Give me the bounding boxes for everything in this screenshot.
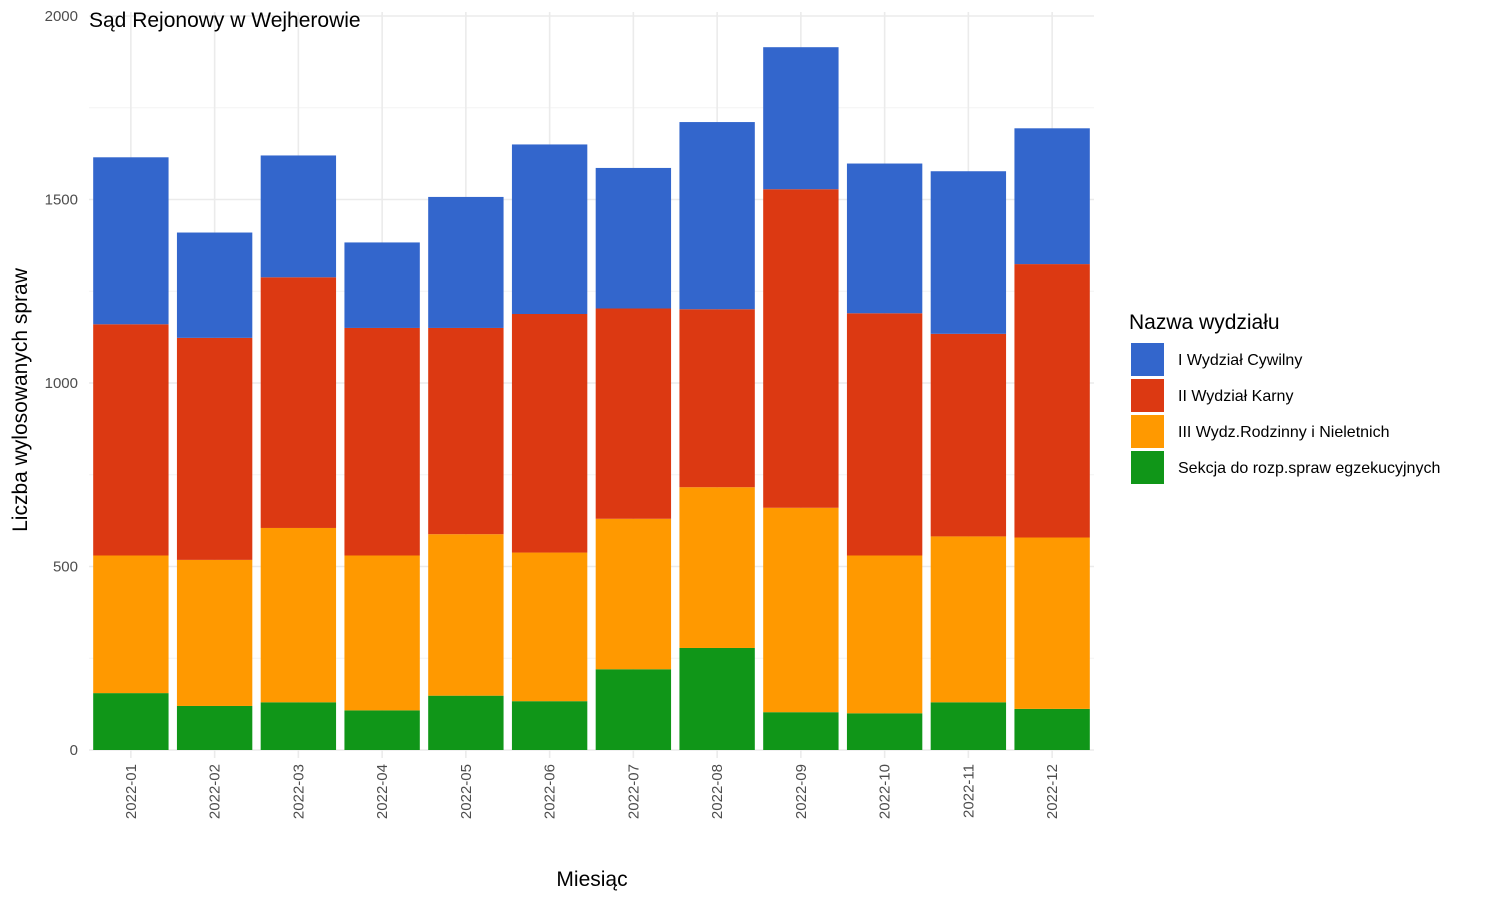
legend-swatch — [1131, 379, 1164, 412]
bar-segment-2022-07-s2 — [595, 308, 672, 519]
bar-segment-2022-03-s0 — [260, 702, 337, 750]
bar-segment-2022-08-s0 — [679, 647, 755, 750]
bar-segment-2022-11-s2 — [930, 333, 1007, 537]
bar-segment-2022-03-s2 — [260, 277, 337, 528]
bar-segment-2022-04-s0 — [344, 710, 420, 750]
bar-segment-2022-06-s1 — [511, 552, 588, 702]
y-tick-label: 1000 — [45, 375, 78, 392]
bar-segment-2022-05-s2 — [428, 327, 504, 535]
legend-label: Sekcja do rozp.spraw egzekucyjnych — [1178, 460, 1440, 477]
x-tick-label: 2022-07 — [625, 764, 642, 819]
x-tick-label: 2022-04 — [374, 764, 391, 819]
bar-segment-2022-01-s2 — [93, 324, 169, 556]
bar-segment-2022-08-s3 — [679, 122, 755, 310]
x-tick-label: 2022-12 — [1044, 764, 1061, 819]
y-tick-label: 1500 — [45, 192, 78, 209]
legend-label: II Wydział Karny — [1178, 388, 1293, 405]
bar-segment-2022-12-s0 — [1014, 708, 1090, 750]
bar-segment-2022-02-s2 — [176, 337, 253, 560]
legend-label: I Wydział Cywilny — [1178, 352, 1302, 369]
chart-title: Sąd Rejonowy w Wejherowie — [89, 9, 361, 32]
legend-swatch — [1131, 451, 1164, 484]
bar-segment-2022-04-s2 — [344, 327, 420, 556]
bar-segment-2022-12-s1 — [1014, 537, 1090, 709]
bar-segment-2022-06-s2 — [511, 314, 588, 553]
bar-segment-2022-10-s1 — [846, 555, 923, 714]
x-tick-label: 2022-06 — [542, 764, 559, 819]
x-tick-label: 2022-10 — [877, 764, 894, 819]
bar-segment-2022-05-s0 — [428, 695, 504, 750]
y-tick-label: 500 — [53, 559, 78, 576]
x-axis-ticks: 2022-01 2022-02 2022-03 2022-04 2022-05 2022-… — [123, 764, 1061, 819]
bar-segment-2022-10-s0 — [846, 713, 923, 750]
x-tick-label: 2022-08 — [709, 764, 726, 819]
legend-label: III Wydz.Rodzinny i Nieletnich — [1178, 424, 1390, 441]
bar-segment-2022-09-s2 — [763, 189, 839, 508]
legend-swatch — [1131, 343, 1164, 376]
bar-segment-2022-09-s3 — [763, 47, 839, 190]
x-tick-label: 2022-09 — [793, 764, 810, 819]
bar-segment-2022-07-s3 — [595, 167, 672, 309]
y-axis-ticks: 0 500 1000 1500 2000 — [45, 8, 78, 759]
bar-segment-2022-02-s3 — [176, 232, 253, 338]
x-tick-label: 2022-03 — [290, 764, 307, 819]
bar-segment-2022-05-s3 — [428, 196, 504, 328]
x-axis-title: Miesiąc — [556, 868, 627, 891]
x-tick-label: 2022-11 — [960, 764, 977, 818]
legend-title: Nazwa wydziału — [1129, 311, 1280, 334]
bar-segment-2022-06-s3 — [511, 144, 588, 315]
bar-segment-2022-11-s3 — [930, 171, 1007, 334]
bar-segment-2022-08-s2 — [679, 309, 755, 488]
bar-segment-2022-01-s0 — [93, 693, 169, 750]
bar-segment-2022-07-s1 — [595, 518, 672, 670]
x-tick-label: 2022-01 — [123, 764, 140, 819]
bars — [93, 47, 1090, 750]
bar-segment-2022-09-s0 — [763, 712, 839, 750]
bar-segment-2022-12-s3 — [1014, 128, 1090, 265]
bar-segment-2022-04-s1 — [344, 555, 420, 711]
bar-segment-2022-03-s3 — [260, 155, 337, 278]
bar-segment-2022-10-s2 — [846, 313, 923, 556]
legend: Nazwa wydziału I Wydział Cywilny II Wydzi… — [1129, 311, 1440, 484]
bar-segment-2022-08-s1 — [679, 487, 755, 648]
y-tick-label: 0 — [70, 742, 78, 759]
bar-segment-2022-05-s1 — [428, 534, 504, 696]
bar-segment-2022-11-s0 — [930, 702, 1007, 750]
bar-segment-2022-02-s1 — [176, 559, 253, 706]
bar-segment-2022-06-s0 — [511, 701, 588, 750]
bar-segment-2022-01-s1 — [93, 555, 169, 694]
legend-swatch — [1131, 415, 1164, 448]
x-tick-label: 2022-05 — [458, 764, 475, 819]
y-tick-label: 2000 — [45, 8, 78, 25]
bar-segment-2022-11-s1 — [930, 536, 1007, 703]
y-axis-title: Liczba wylosowanych spraw — [9, 267, 32, 532]
bar-segment-2022-12-s2 — [1014, 264, 1090, 538]
bar-segment-2022-07-s0 — [595, 669, 672, 750]
bar-segment-2022-10-s3 — [846, 163, 923, 314]
bar-segment-2022-02-s0 — [176, 705, 253, 750]
bar-segment-2022-09-s1 — [763, 507, 839, 713]
bar-segment-2022-03-s1 — [260, 527, 337, 703]
x-tick-label: 2022-02 — [207, 764, 224, 819]
bar-segment-2022-04-s3 — [344, 242, 420, 328]
bar-segment-2022-01-s3 — [93, 157, 169, 325]
